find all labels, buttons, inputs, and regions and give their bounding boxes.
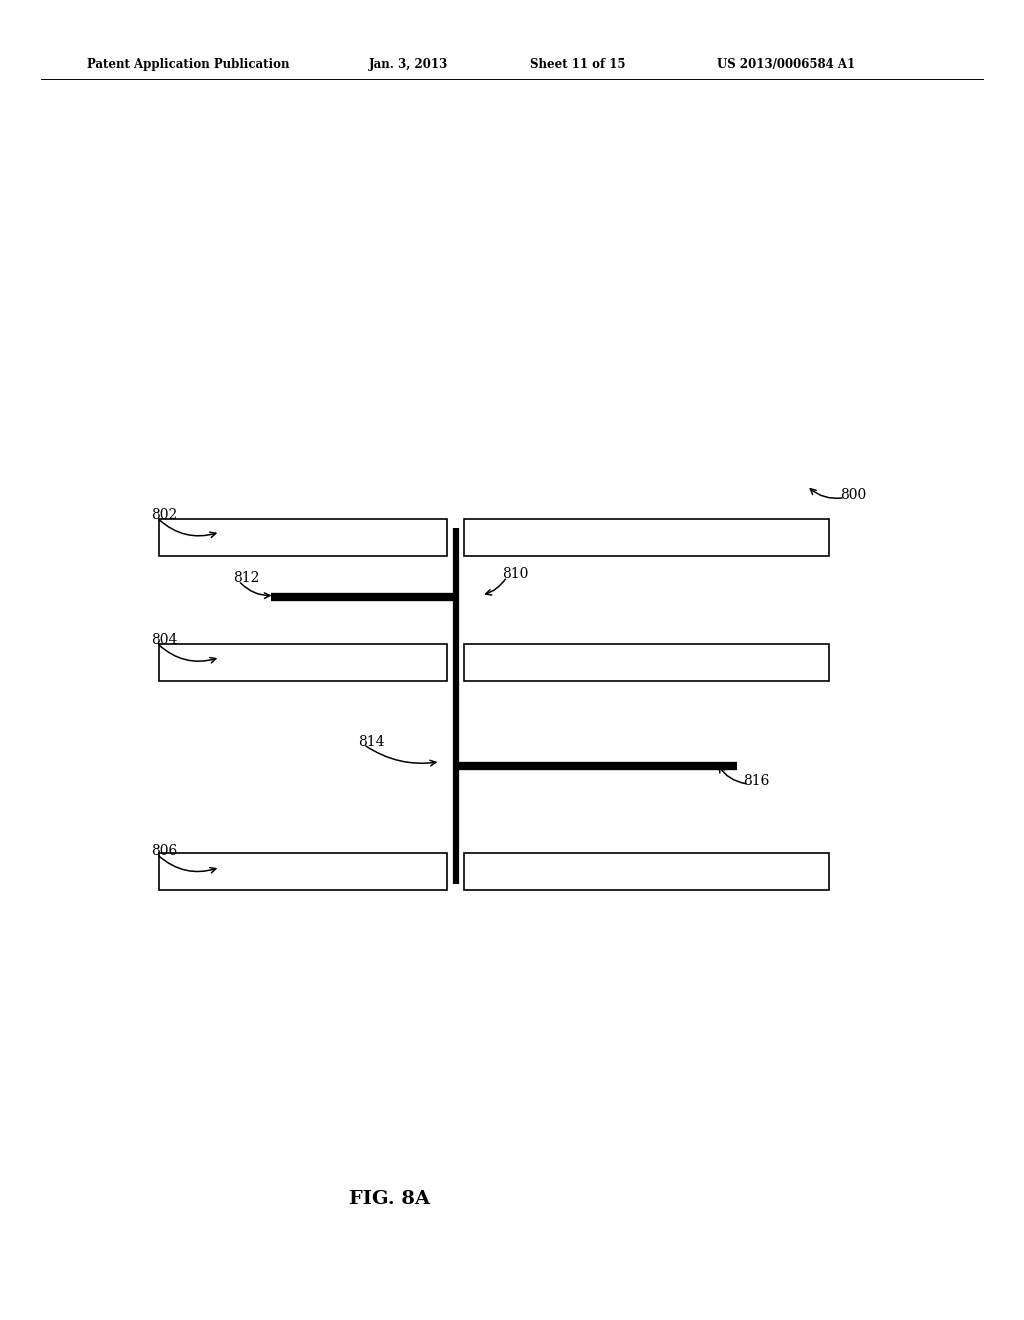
Text: US 2013/0006584 A1: US 2013/0006584 A1 (717, 58, 855, 71)
Text: FIG. 8A: FIG. 8A (348, 1189, 430, 1208)
Text: 802: 802 (152, 508, 178, 521)
Bar (159, 644, 447, 681)
Bar (464, 519, 829, 556)
Text: 804: 804 (152, 634, 178, 647)
Text: Jan. 3, 2013: Jan. 3, 2013 (369, 58, 447, 71)
Bar (159, 519, 447, 556)
Text: 814: 814 (358, 735, 385, 748)
Text: 810: 810 (502, 568, 528, 581)
Text: 800: 800 (840, 488, 866, 502)
Text: 812: 812 (233, 572, 260, 585)
Bar (464, 644, 829, 681)
Text: 816: 816 (743, 775, 770, 788)
Text: Sheet 11 of 15: Sheet 11 of 15 (530, 58, 626, 71)
Bar (464, 853, 829, 890)
Text: 806: 806 (152, 845, 178, 858)
Text: Patent Application Publication: Patent Application Publication (87, 58, 290, 71)
Bar (159, 853, 447, 890)
